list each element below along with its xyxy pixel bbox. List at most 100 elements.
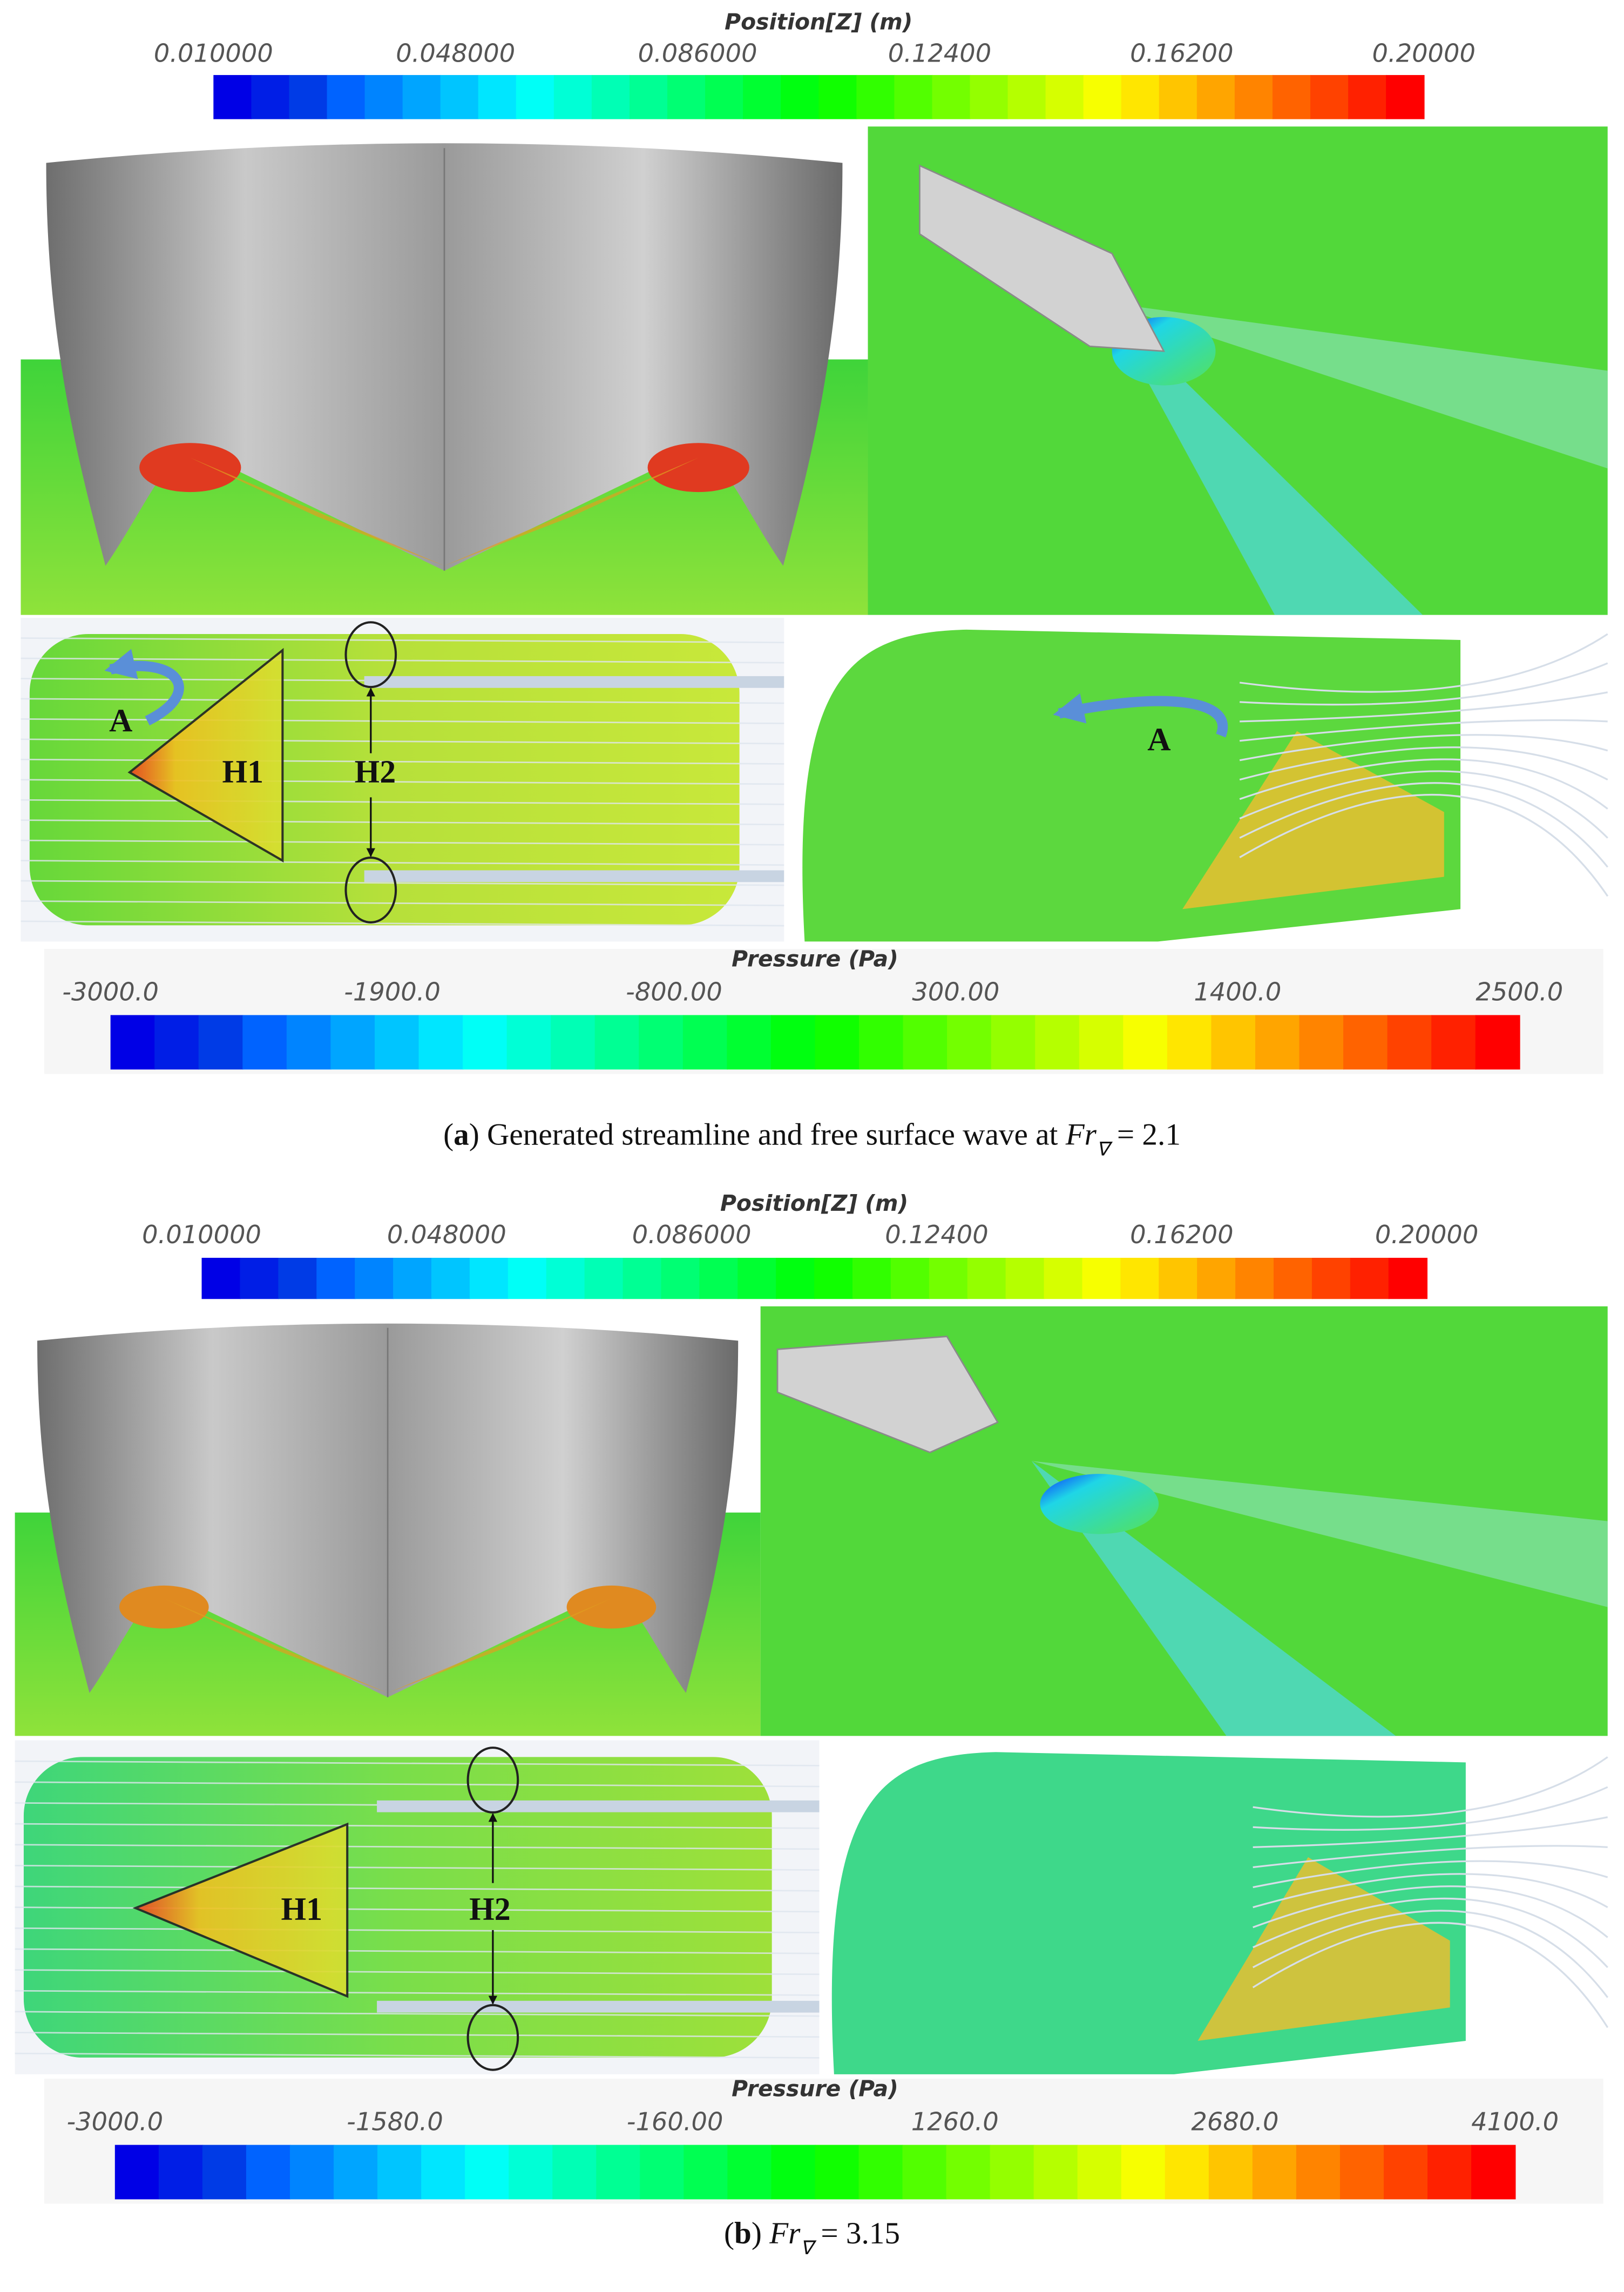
streamline [1239,734,1608,761]
streamline [1253,1756,1608,1818]
streamline [1252,1922,1609,2028]
colorbar-tick-label: 1260.0 [911,2107,999,2136]
caption-part: b [734,2216,752,2250]
streamline [21,657,784,664]
colorbar-segment [1386,75,1425,119]
colorbar-segment [1387,1015,1432,1070]
colorbar-segment [1005,1258,1045,1299]
colorbar-segment [1272,75,1311,119]
hull-deck [919,164,1165,352]
colorbar-segment [770,1015,816,1070]
colorbar-tick-label: -160.00 [627,2107,723,2136]
colorbar-tick-label: -1900.0 [344,977,441,1006]
colorbar-segment [858,1015,904,1070]
marker-ellipse [466,2004,519,2071]
colorbar-segment [1121,75,1160,119]
colorbar-segment [1235,1258,1275,1299]
colorbar-segment [286,1015,331,1070]
colorbar-tick-label: 0.010000 [142,1220,261,1249]
annotation-label: A [1147,722,1170,757]
colorbar-segment [1044,1258,1083,1299]
colorbar-segment [1121,2145,1166,2200]
colorbar-segment [374,1015,419,1070]
caption-part: = 3.15 [813,2216,900,2250]
colorbar-segment [781,75,820,119]
colorbar-tick-label: -800.00 [626,977,722,1006]
colorbar-segment [1045,75,1085,119]
colorbar-segment [289,2145,335,2200]
colorbar-segment [727,2145,772,2200]
colorbar-segment [1427,2145,1472,2200]
colorbar-segment [377,2145,422,2200]
colorbar-segment [705,75,744,119]
colorbar-segment [1273,1258,1313,1299]
streamline [21,799,784,805]
colorbar-segment [546,1258,585,1299]
colorbar-segment [1343,1015,1388,1070]
colorbar-segment [1388,1258,1427,1299]
colorbar-segment [584,1258,624,1299]
streamline [15,1823,820,1829]
colorbar-segment [1234,75,1274,119]
colorbar-segment [1082,1258,1121,1299]
caption-part: a [454,1117,469,1151]
colorbar-tick-label: 0.086000 [638,38,757,68]
streamline [1240,662,1608,706]
colorbar-segment [289,75,328,119]
colorbar-tick-label: 1400.0 [1194,977,1281,1006]
colorbar-segment [1311,1258,1351,1299]
spray-root [566,1585,657,1629]
colorbar-segment [667,75,706,119]
colorbar-segment [1083,75,1122,119]
colorbar-tick-label: 0.20000 [1372,38,1475,68]
colorbar-segment [1431,1015,1477,1070]
colorbar-segment [1310,75,1349,119]
colorbar-segment [596,2145,641,2200]
colorbar-segment [639,1015,684,1070]
colorbar-segment [737,1258,777,1299]
colorbar-segment [1475,1015,1520,1070]
colorbar-segment [682,1015,728,1070]
colorbar-segment [852,1258,892,1299]
colorbar-segment [990,2145,1035,2200]
streamline [15,1865,820,1871]
colorbar-segment [364,75,403,119]
colorbar-segment [902,2145,947,2200]
colorbar-segment [970,75,1009,119]
streamline [21,839,784,846]
colorbar-segment [469,1258,509,1299]
streamline [15,1885,820,1892]
colorbar-segment [246,2145,291,2200]
colorbar-segment [1383,2145,1429,2200]
streamline [1240,691,1608,723]
colorbar-segment [1196,75,1236,119]
streamline [1253,1885,1608,1938]
hull-bottom [23,1757,772,2058]
colorbar-segment [393,1258,432,1299]
spray-strip [364,870,784,882]
colorbar-segment [506,1015,552,1070]
colorbar-segment [1159,1258,1198,1299]
colorbar-segment [1339,2145,1385,2200]
streamline [15,1990,820,1996]
colorbar-segment [418,1015,464,1070]
caption-part: ) Generated streamline and free surface … [469,1117,1066,1151]
colorbar-segment [1033,2145,1079,2200]
colorbar-segment [516,75,555,119]
colorbar-segment [114,2145,160,2200]
colorbar-segment [402,75,442,119]
colorbar-title: Pressure (Pa) [732,2076,898,2102]
colorbar-segment [629,75,668,119]
colorbar-segment [240,1258,279,1299]
colorbar-segment [932,75,971,119]
colorbar-segment [699,1258,739,1299]
streamline [21,860,784,866]
streamline [1239,770,1608,839]
caption: (b) Fr∇ = 3.15 [724,2216,900,2259]
colorbar-tick-label: 0.010000 [154,38,273,68]
caption-part: Fr [1065,1117,1097,1151]
spray-strip [377,2000,820,2013]
colorbar-segment [858,2145,903,2200]
colorbar-segment [856,75,895,119]
